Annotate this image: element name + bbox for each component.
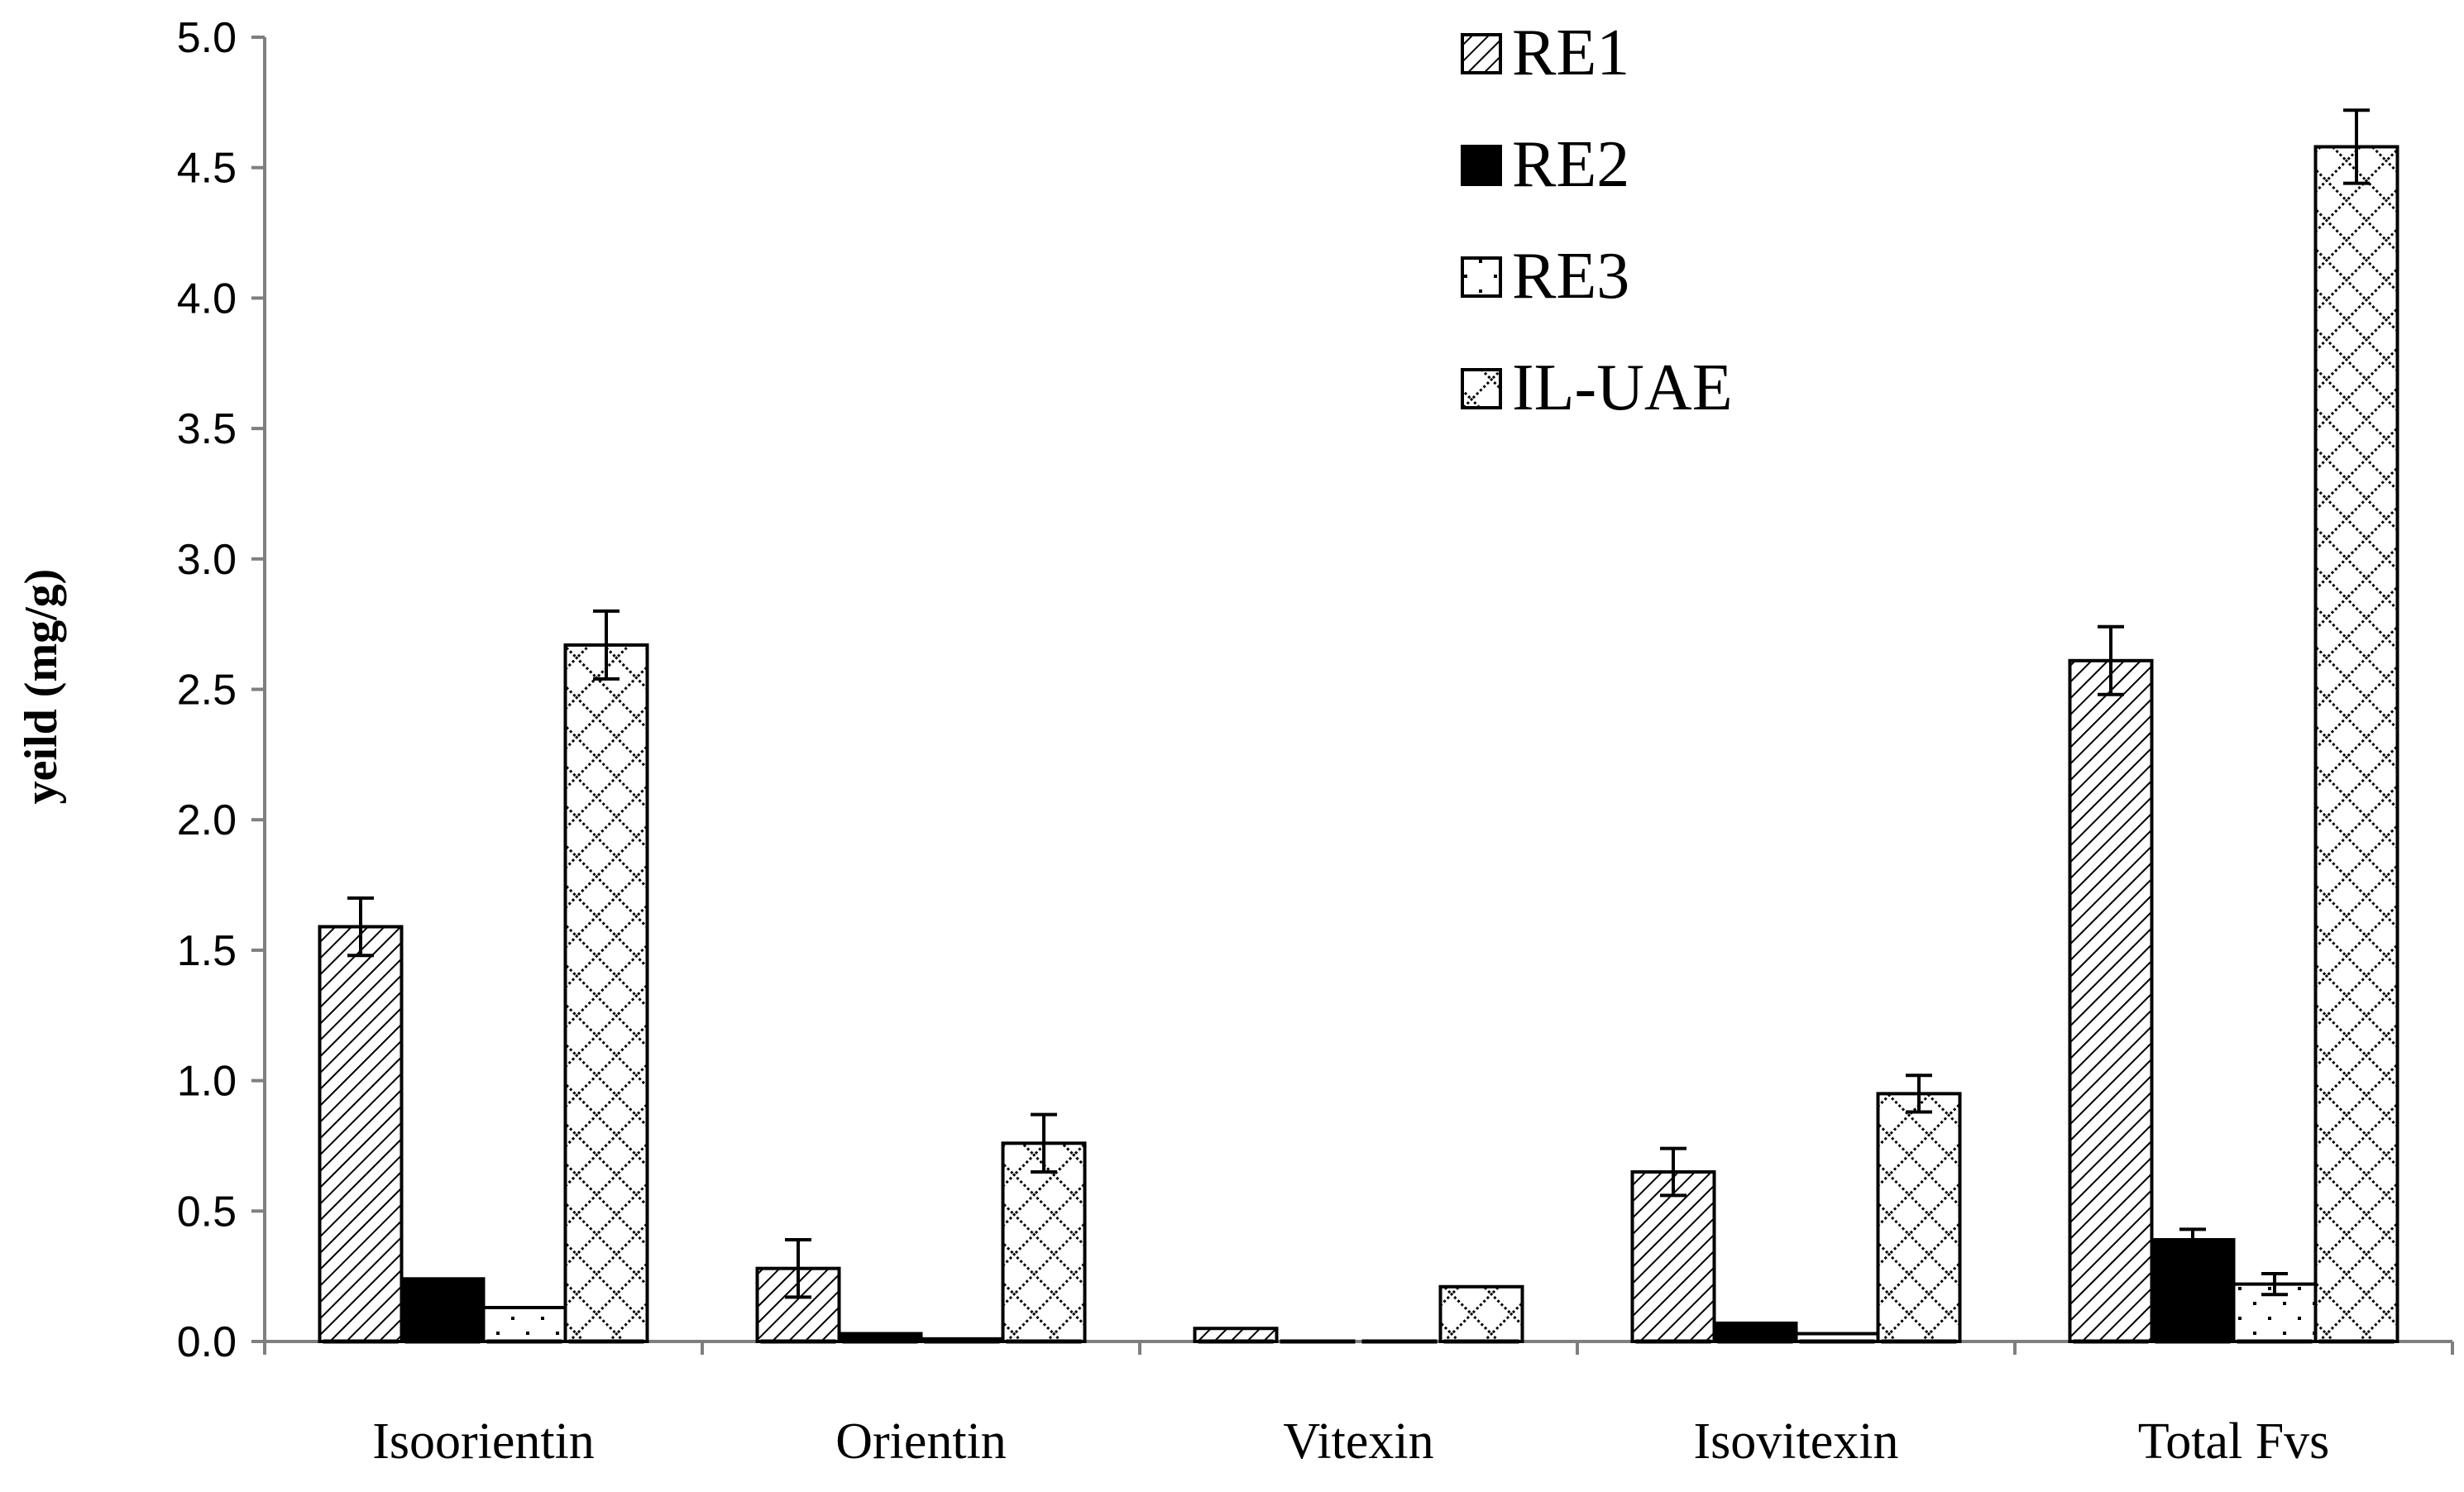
category-group: Total Fvs — [2068, 108, 2399, 1470]
y-tick-label: 3.0 — [177, 536, 237, 584]
x-tick-label: Vitexin — [1283, 1413, 1433, 1470]
error-bar — [593, 609, 620, 681]
category-group: Isovitexin — [1630, 1074, 1962, 1470]
category-group: Vitexin — [1193, 1284, 1524, 1470]
y-axis-label: yeild (mg/g) — [16, 569, 67, 805]
x-tick-label: Isovitexin — [1694, 1413, 1899, 1470]
error-bar — [1660, 1146, 1687, 1198]
bar-il-uae — [1438, 1284, 1524, 1343]
error-bar — [2261, 1271, 2288, 1297]
category-group: Isoorientin — [318, 609, 649, 1470]
y-tick-label: 2.5 — [177, 667, 237, 715]
legend-swatch — [1461, 368, 1502, 409]
y-tick-label: 0.5 — [177, 1188, 237, 1236]
bar-il-uae — [2313, 145, 2399, 1343]
y-tick-label: 4.5 — [177, 145, 237, 193]
legend-label: RE1 — [1512, 17, 1629, 89]
legend-item: RE1 — [1461, 17, 1629, 89]
bar-re1 — [2068, 658, 2154, 1343]
x-tick-label: Orientin — [835, 1413, 1007, 1470]
legend: RE1 RE2 RE3 IL-UAE — [1461, 17, 1733, 424]
bar-il-uae — [1876, 1092, 1962, 1343]
bar-il-uae — [563, 643, 649, 1343]
y-tick-label: 1.5 — [177, 927, 237, 975]
bar-re2 — [1712, 1321, 1798, 1343]
y-tick-label: 1.0 — [177, 1058, 237, 1106]
legend-label: RE2 — [1512, 128, 1629, 201]
legend-swatch — [1461, 33, 1502, 74]
bar-re1 — [318, 925, 404, 1344]
y-tick-label: 0.0 — [177, 1318, 237, 1366]
y-tick-label: 5.0 — [177, 14, 237, 62]
error-bar — [785, 1237, 811, 1299]
legend-label: RE3 — [1512, 240, 1629, 313]
y-tick-label: 3.5 — [177, 405, 237, 453]
legend-label: IL-UAE — [1512, 351, 1733, 424]
error-bar — [1906, 1074, 1932, 1114]
legend-swatch — [1461, 145, 1502, 186]
error-bar — [2098, 624, 2124, 696]
bar-re2 — [2150, 1237, 2236, 1344]
bar-il-uae — [1001, 1141, 1087, 1344]
bars: Isoorientin Orientin Vitexin Isovitexin Tota… — [318, 108, 2399, 1470]
bar-re3 — [481, 1305, 567, 1344]
legend-item: IL-UAE — [1461, 351, 1733, 424]
error-bar — [2179, 1227, 2206, 1252]
error-bar — [2343, 108, 2370, 185]
bar-re1 — [1630, 1169, 1716, 1343]
category-group: Orientin — [755, 1112, 1087, 1470]
legend-item: RE2 — [1461, 128, 1629, 201]
bar-re2 — [400, 1277, 486, 1343]
legend-swatch — [1461, 256, 1502, 298]
error-bar — [347, 896, 374, 958]
x-tick-label: Total Fvs — [2138, 1413, 2330, 1470]
legend-item: RE3 — [1461, 240, 1629, 313]
x-tick-label: Isoorientin — [372, 1413, 595, 1470]
y-tick-label: 2.0 — [177, 796, 237, 844]
error-bar — [1031, 1112, 1057, 1174]
y-tick-label: 4.0 — [177, 275, 237, 323]
